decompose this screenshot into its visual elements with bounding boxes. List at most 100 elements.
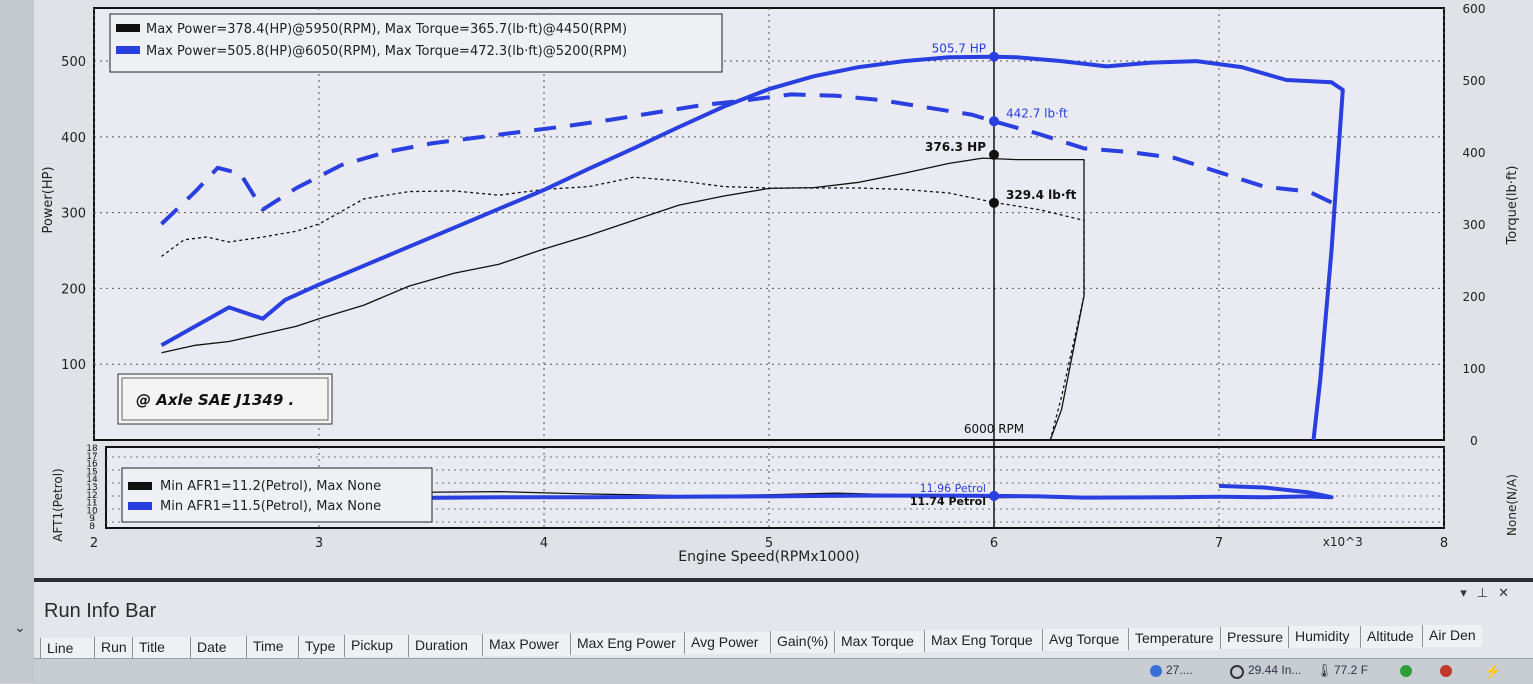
cursor-rpm-label: 6000 RPM [964,422,1024,436]
run-info-bar: Run Info Bar ▾⊥✕ Line Run Title Date Time Typ… [34,578,1533,662]
status-temperature: 77.2 F [1334,663,1369,677]
column-header-type[interactable]: Type [298,636,344,658]
dyno-chart-area: 1002003004005000100200300400500600891011… [34,0,1533,578]
column-header-date[interactable]: Date [190,637,246,659]
column-header-temperature[interactable]: Temperature [1128,628,1220,650]
dropdown-icon[interactable]: ▾ [1460,586,1477,601]
go-icon[interactable] [1400,665,1412,677]
legend-entry: Max Power=378.4(HP)@5950(RPM), Max Torqu… [146,22,627,37]
y-tick-label-right: 200 [1463,290,1486,304]
y-tick-label-left: 100 [61,358,86,373]
close-icon[interactable]: ✕ [1498,586,1519,601]
x-tick-label: 4 [540,536,548,551]
column-header-max-eng-power[interactable]: Max Eng Power [570,633,684,655]
annotation-torque-modified: 442.7 lb·ft [1006,106,1068,120]
sae-stamp-inner [121,377,329,421]
pin-icon[interactable]: ⊥ [1476,586,1499,601]
y-tick-label-left: 200 [61,282,86,297]
x-tick-label: 3 [315,536,323,551]
info-icon [1150,665,1162,677]
stop-icon[interactable] [1440,665,1452,677]
column-header-humidity[interactable]: Humidity [1288,626,1360,648]
panel-controls: ▾⊥✕ [1460,586,1519,601]
column-header-title[interactable]: Title [132,637,190,659]
afr-legend-swatch [128,502,152,510]
legend-entry: Max Power=505.8(HP)@6050(RPM), Max Torqu… [146,44,627,59]
y-tick-label-right: 600 [1463,2,1486,16]
column-header-altitude[interactable]: Altitude [1360,626,1422,648]
cursor-marker [989,197,999,208]
run-info-columns: Line Run Title Date Time Type Pickup Duration Ma… [40,625,1530,660]
sae-stamp-box [117,373,333,425]
power-legend-box [109,13,723,73]
annotation-max-power-modified: 505.7 HP [932,42,986,56]
annotation-torque-baseline: 329.4 lb·ft [1006,188,1077,202]
x-axis-label: Engine Speed(RPMx1000) [678,549,859,565]
column-header-time[interactable]: Time [246,636,298,658]
y-tick-label-left: 400 [61,131,86,146]
afr-y-tick-label: 14 [86,475,98,485]
column-header-pickup[interactable]: Pickup [344,635,408,657]
afr-legend-swatch [128,482,152,490]
x-tick-label: 6 [990,536,998,551]
legend-swatch [116,46,140,54]
run-info-title: Run Info Bar [44,600,157,622]
x-tick-label: 8 [1440,536,1448,551]
column-header-max-eng-torque[interactable]: Max Eng Torque [924,630,1042,652]
afr-y-axis-label-right: None(N/A) [1505,474,1519,536]
afr-y-tick-label: 13 [86,483,97,493]
x-tick-label: 7 [1215,536,1223,551]
y-tick-label-left: 500 [61,55,86,70]
column-header-avg-power[interactable]: Avg Power [684,632,770,654]
afr-cursor-marker [989,490,999,501]
x-multiplier-label: x10^3 [1323,535,1363,549]
afr-y-tick-label: 15 [86,467,97,477]
y-tick-label-right: 400 [1463,146,1486,160]
y-tick-label-right: 0 [1470,434,1478,448]
status-bar: 27.... 29.44 In... 🌡 77.2 F ⚡ [34,658,1533,684]
x-tick-label: 2 [90,536,98,551]
y-tick-label-right: 100 [1463,362,1486,376]
chevron-down-icon[interactable]: ⌄ [14,620,26,636]
afr-legend-box [121,467,433,523]
column-header-duration[interactable]: Duration [408,635,482,657]
y-tick-label-right: 300 [1463,218,1486,232]
column-header-max-power[interactable]: Max Power [482,634,570,656]
gauge-icon [1230,665,1244,679]
column-header-air-den[interactable]: Air Den [1422,625,1482,647]
column-header-avg-torque[interactable]: Avg Torque [1042,629,1128,651]
y-tick-label-right: 500 [1463,74,1486,88]
thermometer-icon: 🌡 [1316,663,1333,678]
afr-legend-entry: Min AFR1=11.5(Petrol), Max None [160,499,381,514]
afr-legend-entry: Min AFR1=11.2(Petrol), Max None [160,479,381,494]
column-header-pressure[interactable]: Pressure [1220,627,1288,649]
afr-y-tick-label: 10 [86,506,98,516]
afr-y-tick-label: 17 [86,452,97,462]
y-axis-label-right: Torque(lb·ft) [1505,166,1520,246]
afr-y-tick-label: 11 [86,499,97,509]
cursor-marker [989,51,999,62]
power-curve-modified [160,54,1345,441]
afr-y-tick-label: 16 [86,460,98,470]
annotation-power-baseline: 376.3 HP [925,140,986,154]
sae-stamp-text: @ Axle SAE J1349 . [136,391,294,409]
y-tick-label-left: 300 [61,207,86,222]
cursor-marker [989,149,999,160]
afr-y-axis-label: AFT1(Petrol) [51,468,65,541]
status-pressure: 29.44 In... [1248,663,1302,677]
column-header-line[interactable]: Line [40,638,94,660]
power-curve-baseline [161,157,1085,441]
x-tick-label: 5 [765,536,773,551]
lightning-icon: ⚡ [1484,663,1502,679]
column-header-run[interactable]: Run [94,637,132,659]
column-header-gain[interactable]: Gain(%) [770,631,834,653]
left-panel: ⌄ [0,0,35,683]
afr-y-tick-label: 9 [89,514,95,524]
annotation-afr-baseline: 11.74 Petrol [910,495,986,508]
annotation-afr-modified: 11.96 Petrol [920,482,986,495]
torque-curve-modified [160,92,1333,226]
column-header-max-torque[interactable]: Max Torque [834,631,924,653]
cursor-marker [989,116,999,127]
afr-y-tick-label: 12 [86,491,97,501]
